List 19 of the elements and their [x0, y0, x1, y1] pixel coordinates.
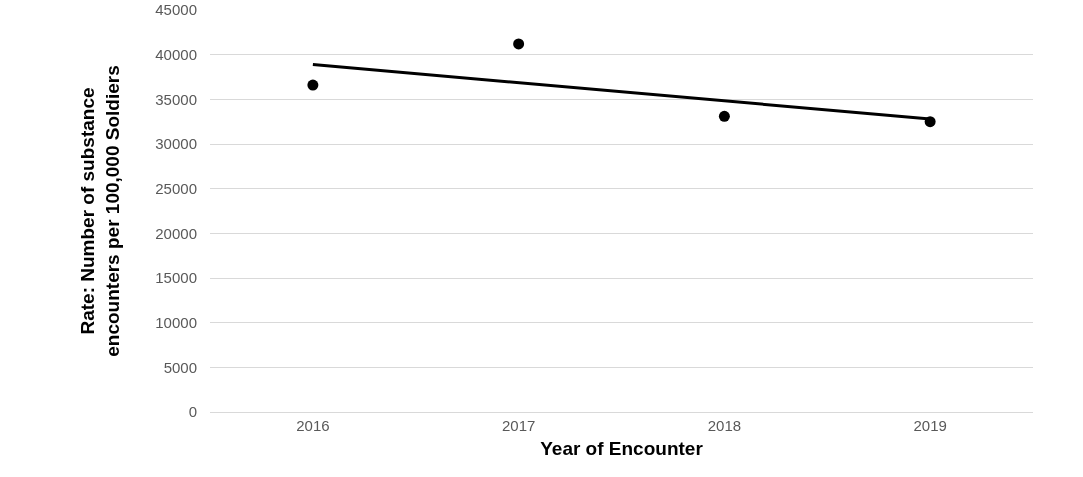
point: [513, 38, 525, 50]
y-tick-label: 20000: [155, 224, 197, 242]
x-tick-label: 2018: [707, 417, 742, 435]
y-tick-label: 30000: [155, 135, 197, 153]
x-axis-title: Year of Encounter: [540, 437, 704, 459]
y-tick-label: 15000: [155, 269, 197, 287]
y-tick-label: 45000: [155, 1, 197, 19]
y-tick-label: 10000: [155, 313, 197, 331]
x-tick-label: 2019: [913, 417, 947, 435]
point: [718, 110, 730, 122]
y-tick-label: 0: [188, 403, 197, 421]
y-axis-title: Rate: Number of substance encounters per 100,000 Soldiers: [77, 65, 124, 357]
y-tick-label: 25000: [155, 179, 197, 197]
point: [307, 79, 319, 91]
x-tick-label: 2017: [501, 417, 536, 435]
y-tick-label: 35000: [155, 90, 197, 108]
x-tick-label: 2016: [296, 417, 330, 435]
y-tick-label: 5000: [163, 358, 197, 376]
y-tick-label: 40000: [155, 45, 197, 63]
